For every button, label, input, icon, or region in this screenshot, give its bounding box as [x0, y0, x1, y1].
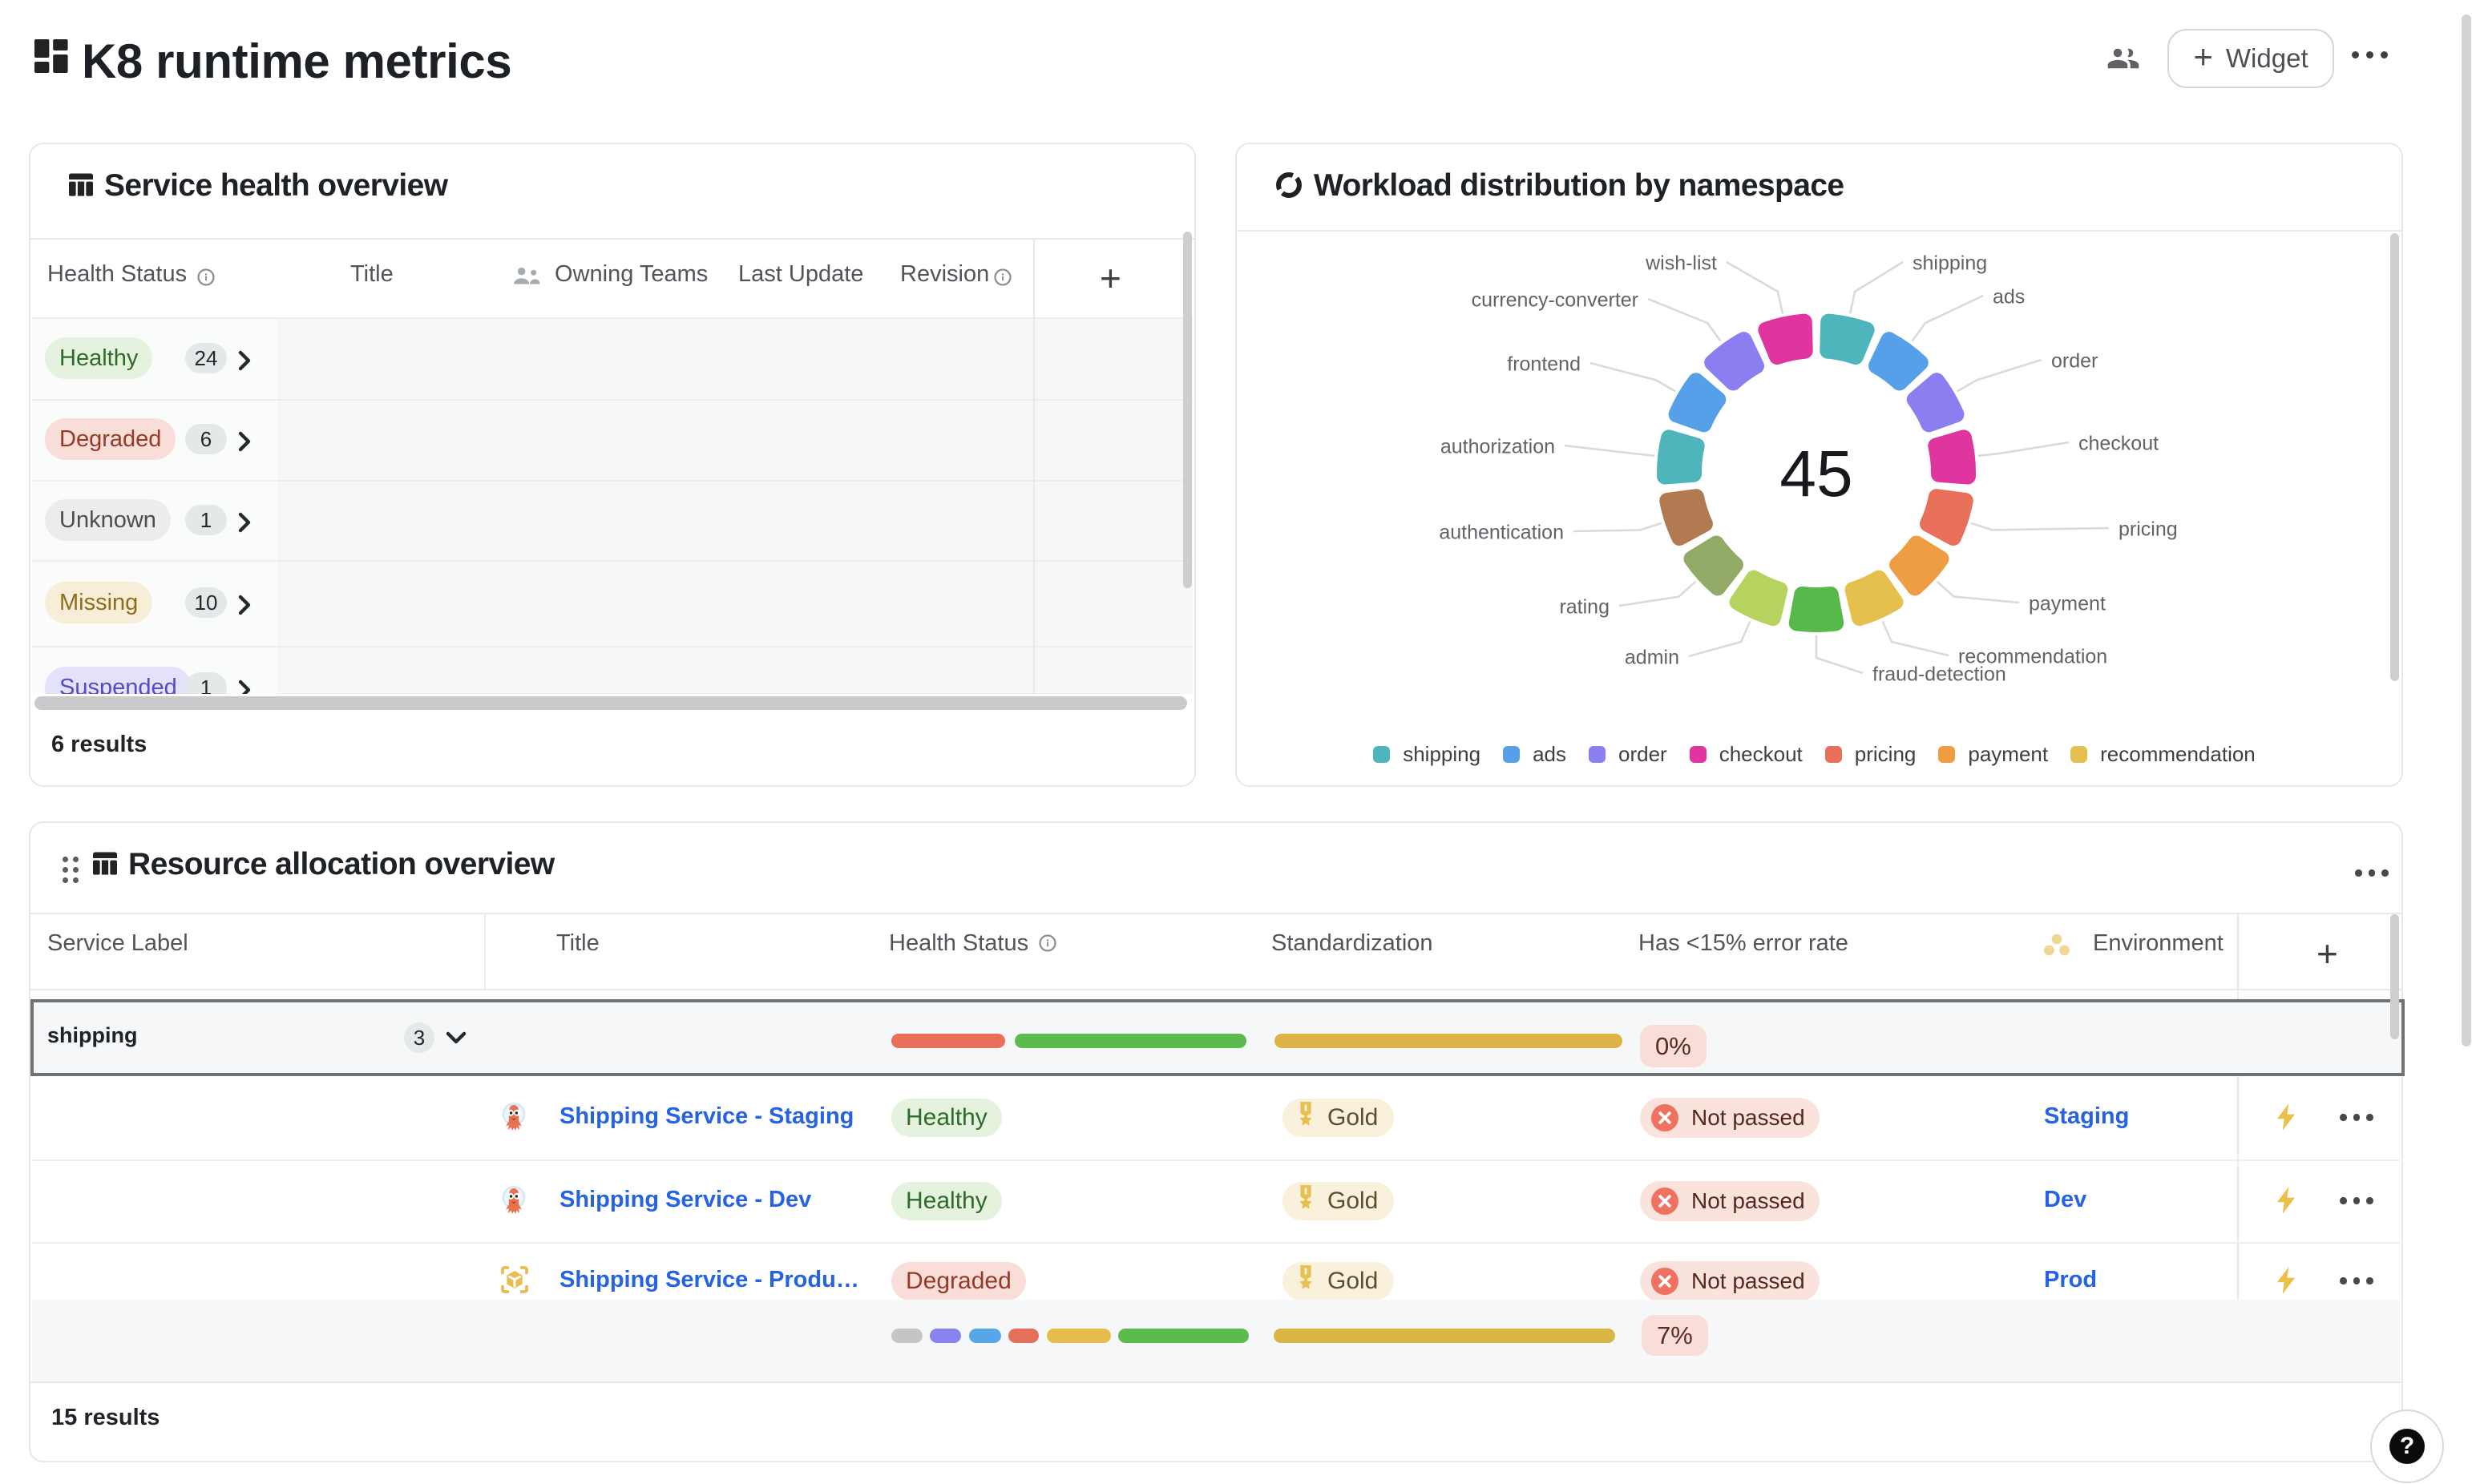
svg-text:recommendation: recommendation	[1958, 646, 2107, 668]
svg-text:authentication: authentication	[1439, 522, 1564, 544]
svg-text:45: 45	[1779, 438, 1852, 510]
svg-text:order: order	[2051, 350, 2098, 373]
svg-text:admin: admin	[1625, 647, 1679, 669]
svg-text:shipping: shipping	[1913, 252, 1987, 275]
svg-text:wish-list: wish-list	[1645, 252, 1717, 275]
svg-text:authorization: authorization	[1440, 436, 1555, 458]
svg-text:ads: ads	[1993, 286, 2025, 308]
svg-text:fraud-detection: fraud-detection	[1872, 663, 2006, 686]
svg-text:payment: payment	[2029, 593, 2106, 615]
svg-text:checkout: checkout	[2078, 433, 2159, 455]
svg-text:rating: rating	[1559, 596, 1610, 619]
svg-text:currency-converter: currency-converter	[1472, 289, 1638, 312]
svg-text:frontend: frontend	[1507, 353, 1581, 376]
svg-text:pricing: pricing	[2119, 518, 2178, 541]
